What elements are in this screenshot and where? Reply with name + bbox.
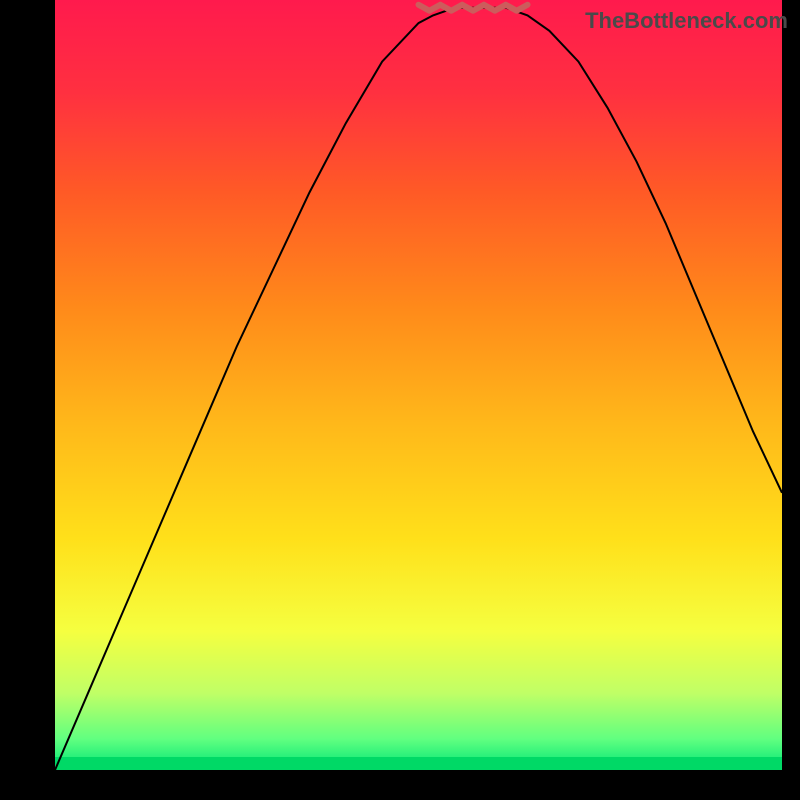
watermark-text: TheBottleneck.com — [585, 8, 788, 34]
chart-svg — [0, 0, 800, 800]
green-bottom-bar — [55, 757, 782, 770]
chart-container: TheBottleneck.com — [0, 0, 800, 800]
plot-background — [55, 0, 782, 770]
